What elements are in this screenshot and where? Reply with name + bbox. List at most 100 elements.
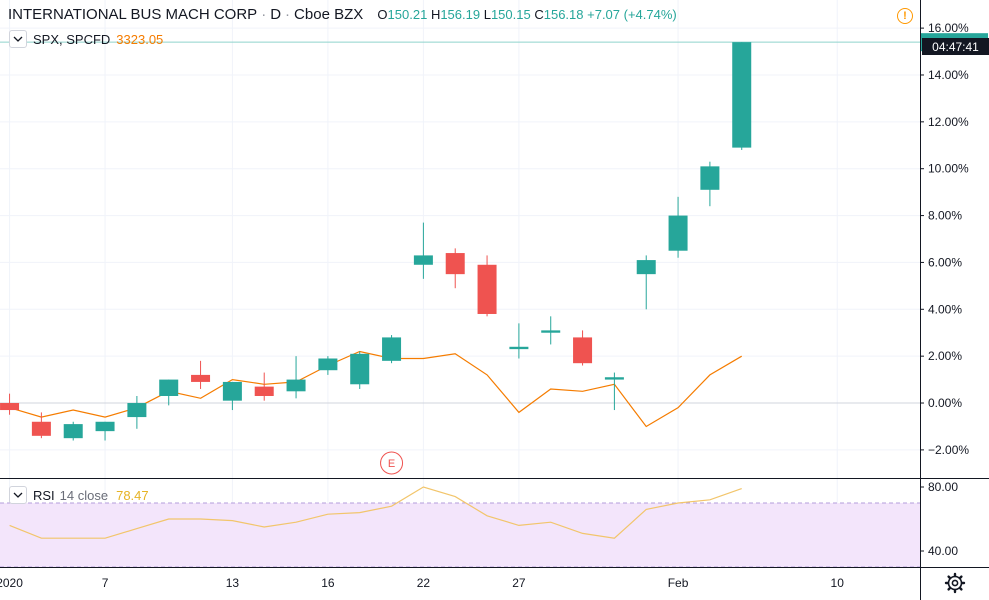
gear-icon[interactable]	[944, 572, 966, 594]
high-label: H	[430, 7, 441, 22]
rsi-value: 78.47	[116, 487, 149, 503]
header-separator: ·	[285, 6, 291, 23]
time-tick-label: Feb	[668, 576, 689, 590]
compare-value: 3323.05	[116, 31, 164, 47]
chevron-down-icon[interactable]	[9, 486, 27, 504]
time-tick-label: 22	[417, 576, 431, 590]
ohlc-readout: O150.21 H156.19 L150.15 C156.18 +7.07 (+…	[377, 7, 676, 22]
rsi-line	[9, 486, 742, 539]
candle-body	[95, 421, 115, 432]
candle	[159, 379, 179, 406]
candle	[222, 381, 242, 411]
time-tick-label: 16	[321, 576, 335, 590]
candle	[541, 316, 561, 345]
candle	[382, 335, 402, 364]
price-tick-label: 12.00%	[928, 115, 969, 129]
compare-series-line	[9, 350, 743, 428]
candle	[445, 248, 465, 289]
candle	[636, 255, 656, 310]
candle	[127, 395, 147, 429]
candle	[573, 330, 593, 366]
candle-body	[413, 255, 433, 265]
close-value: 156.18	[543, 7, 584, 22]
candle-body	[350, 353, 370, 385]
time-tick-label: 2020	[0, 576, 23, 590]
symbol-name[interactable]: INTERNATIONAL BUS MACH CORP	[8, 6, 258, 23]
candle	[191, 360, 211, 389]
candle-body	[604, 377, 624, 380]
candle	[95, 421, 115, 441]
candle-body	[382, 337, 402, 361]
open-value: 150.21	[387, 7, 428, 22]
rsi-tick-label: 80.00	[928, 480, 958, 494]
candle	[350, 351, 370, 389]
header-separator: ·	[261, 6, 267, 23]
price-tick-label: 8.00%	[928, 209, 962, 223]
rsi-params: 14 close	[59, 487, 109, 503]
candle	[31, 412, 51, 439]
price-tick-label: 0.00%	[928, 396, 962, 410]
earnings-marker	[380, 451, 404, 475]
candle-body	[445, 253, 465, 275]
candle	[509, 323, 529, 359]
candle-body	[700, 166, 720, 190]
candle	[254, 372, 274, 401]
candle	[0, 393, 20, 415]
candle	[318, 356, 338, 375]
close-label: C	[534, 7, 544, 22]
candle-body	[127, 403, 147, 418]
candle-body	[286, 379, 306, 392]
price-tick-label: 14.00%	[928, 68, 969, 82]
candle	[668, 196, 688, 258]
candle-body	[636, 260, 656, 275]
price-tick-label: 10.00%	[928, 162, 969, 176]
interval-label[interactable]: D	[270, 6, 282, 23]
candle-body	[222, 381, 242, 401]
price-tick-label: −2.00%	[928, 443, 969, 457]
countdown-badge: 04:47:41	[922, 38, 989, 55]
candle	[286, 356, 306, 399]
candle-body	[63, 424, 83, 439]
candle-body	[318, 358, 338, 371]
candle	[700, 161, 720, 207]
time-tick-label: 27	[512, 576, 526, 590]
candle	[477, 255, 497, 317]
candle-body	[668, 215, 688, 251]
candle-body	[541, 330, 561, 333]
time-tick-label: 7	[102, 576, 109, 590]
time-tick-label: 13	[226, 576, 240, 590]
rsi-band	[0, 503, 920, 567]
candle	[413, 222, 433, 279]
candle	[604, 372, 624, 411]
chevron-down-icon[interactable]	[9, 30, 27, 48]
candle-body	[509, 346, 529, 350]
price-tick-label: 6.00%	[928, 255, 962, 269]
candle	[732, 42, 752, 150]
time-tick-label: 10	[831, 576, 845, 590]
rsi-legend[interactable]: RSI 14 close 78.47	[9, 485, 149, 505]
symbol-header: INTERNATIONAL BUS MACH CORP · D · Cboe BZX O…	[8, 6, 677, 23]
price-tick-label: 16.00%	[928, 21, 969, 35]
candle-body	[159, 379, 179, 396]
earnings-marker-label: E	[388, 458, 395, 470]
low-label: L	[483, 7, 491, 22]
candle-body	[573, 337, 593, 364]
candle-body	[254, 386, 274, 396]
candle-body	[191, 374, 211, 382]
low-value: 150.15	[490, 7, 531, 22]
open-label: O	[377, 7, 388, 22]
rsi-label: RSI	[33, 487, 55, 503]
compare-label: SPX, SPCFD	[33, 31, 111, 47]
rsi-tick-label: 40.00	[928, 544, 958, 558]
warning-icon[interactable]: !	[897, 8, 913, 24]
compare-legend[interactable]: SPX, SPCFD 3323.05	[9, 29, 163, 49]
change-value: +7.07 (+4.74%)	[587, 7, 677, 22]
price-tick-label: 4.00%	[928, 302, 962, 316]
high-value: 156.19	[440, 7, 481, 22]
candle-body	[732, 42, 752, 148]
candle-body	[31, 421, 51, 436]
price-tick-label: 2.00%	[928, 349, 962, 363]
exchange-label: Cboe BZX	[294, 6, 364, 23]
candle-body	[477, 264, 497, 314]
